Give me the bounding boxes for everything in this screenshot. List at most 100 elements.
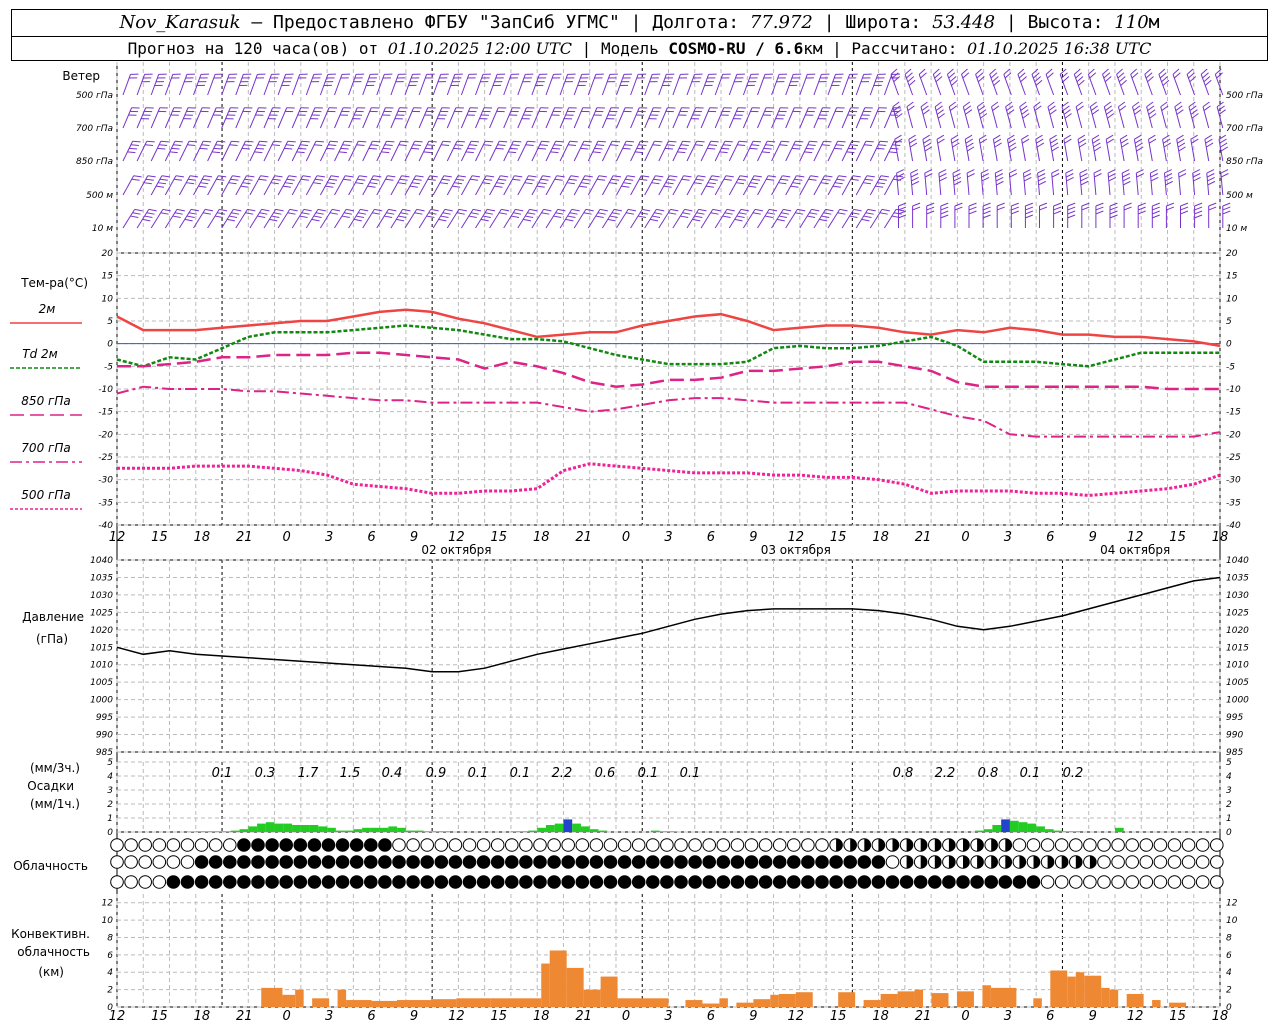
cloud-cover-fill [850, 838, 857, 852]
precip-bar [974, 830, 984, 832]
wind-barb [714, 141, 726, 162]
wind-barb-feather [779, 144, 788, 146]
cloud-cover-symbol [928, 875, 942, 889]
wind-barb-feather [996, 180, 1004, 186]
cloud-cover-symbol [1210, 875, 1224, 889]
wind-barb-feather [127, 151, 136, 154]
wind-barb-feather [202, 178, 211, 181]
cloud-cover-symbol [434, 838, 449, 852]
cloud-cover-symbol [956, 875, 970, 889]
wind-barb-feather [1172, 68, 1180, 75]
wind-barb [291, 175, 304, 196]
wind-barb-feather [1009, 169, 1017, 174]
wind-barb [1116, 74, 1125, 96]
wind-barb-feather [172, 215, 181, 219]
wind-barb-feather [469, 144, 478, 146]
header-row-2: Прогноз на 120 часа(ов) от 01.10.2025 12… [127, 39, 1152, 58]
cloud-cover-symbol [674, 875, 688, 889]
wind-barb-feather [1062, 76, 1070, 83]
wind-barb-feather [1158, 68, 1166, 75]
wind-barb-feather [1025, 210, 1034, 215]
wind-barb-feather [568, 178, 577, 181]
wind-barb [644, 107, 654, 129]
wind-barb-feather [1011, 206, 1019, 211]
pressure-tick-label-left: 985 [96, 748, 113, 758]
wind-barb [559, 175, 572, 196]
wind-barb-feather [920, 72, 927, 79]
wind-barb [277, 175, 290, 196]
wind-barb-feather [1107, 169, 1116, 174]
wind-barb [785, 107, 795, 129]
wind-barb [136, 107, 147, 129]
cloud-cover-symbol [899, 875, 914, 889]
wind-barb [193, 141, 204, 162]
wind-barb-feather [908, 134, 916, 140]
temp-tick-label-left: -40 [98, 521, 113, 531]
wind-barb-feather [287, 212, 296, 215]
wind-barb-feather [1075, 101, 1083, 108]
wind-barb-feather [968, 210, 977, 215]
temp-tick-label-right: -20 [1226, 430, 1241, 440]
wind-barb-feather [993, 134, 1001, 140]
wind-barb-feather [866, 175, 875, 178]
wind-barb-feather [1105, 134, 1114, 140]
wind-barb-feather [1206, 169, 1215, 174]
pressure-tick-label-right: 1025 [1226, 608, 1249, 618]
wind-barb-feather [411, 147, 420, 150]
wind-barb-feather [748, 185, 757, 188]
wind-barb-feather [402, 208, 411, 212]
wind-barb-feather [508, 151, 517, 154]
cloud-cover-symbol [265, 838, 279, 852]
cloud-cover-symbol [617, 855, 632, 869]
convective-bar [931, 993, 949, 1007]
pressure-tick-label-left: 990 [96, 731, 113, 741]
wind-barb-feather [414, 140, 423, 143]
cloud-cover-symbol [251, 855, 265, 869]
wind-barb-feather [454, 182, 463, 185]
temp-tick-label-right: -15 [1226, 408, 1241, 418]
wind-barb-feather [609, 215, 618, 219]
wind-barb-feather [385, 178, 394, 181]
wind-barb-feather [680, 144, 689, 146]
conv-tick-label-left: 0 [107, 1003, 113, 1013]
cloud-cover-symbol [1210, 838, 1224, 852]
wind-barb-feather [426, 144, 436, 146]
wind-barb-feather [790, 185, 799, 188]
wind-barb-feather [1009, 173, 1018, 178]
wind-barb-feather [793, 144, 802, 146]
wind-barb-feather [343, 178, 352, 181]
cloud-cover-symbol [378, 838, 392, 852]
wind-barb-feather [992, 76, 999, 83]
wind-barb-feather [1095, 206, 1104, 211]
wind-barb-feather [1214, 68, 1222, 75]
temp-tick-label-right: 10 [1226, 294, 1238, 304]
model-name: COSMO-RU / 6.6 [668, 39, 804, 58]
wind-barb-feather [940, 202, 949, 207]
wind-barb-feather [229, 144, 238, 146]
wind-barb-feather [438, 218, 447, 222]
cloud-cover-symbol [448, 875, 463, 889]
wind-barb-feather [381, 151, 390, 154]
precip-tick-label-right: 4 [1226, 772, 1232, 782]
cloud-cover-symbol [589, 875, 604, 889]
wind-barb-feather [892, 72, 899, 79]
wind-barb-feather [370, 144, 379, 146]
cloud-cover-symbol [321, 875, 336, 889]
wind-barb-feather [330, 175, 340, 178]
cloud-cover-symbol [279, 855, 294, 869]
hour-label: 15 [1169, 530, 1186, 545]
wind-barb [207, 74, 216, 96]
wind-barb-feather [1190, 109, 1198, 115]
wind-barb-feather [937, 113, 945, 119]
wind-barb-feather [1123, 206, 1132, 211]
precip-bar [519, 831, 529, 832]
cloud-cover-symbol [223, 838, 237, 852]
wind-barb [1033, 106, 1040, 129]
precip-3h-value: 0.1 [1020, 766, 1041, 781]
wind-barb-feather [892, 144, 901, 146]
wind-barb-feather [301, 212, 310, 215]
wind-barb-feather [1065, 169, 1074, 174]
wind-barb-feather [513, 140, 522, 143]
wind-barb [334, 74, 343, 96]
wind-barb-feather [1150, 169, 1158, 174]
